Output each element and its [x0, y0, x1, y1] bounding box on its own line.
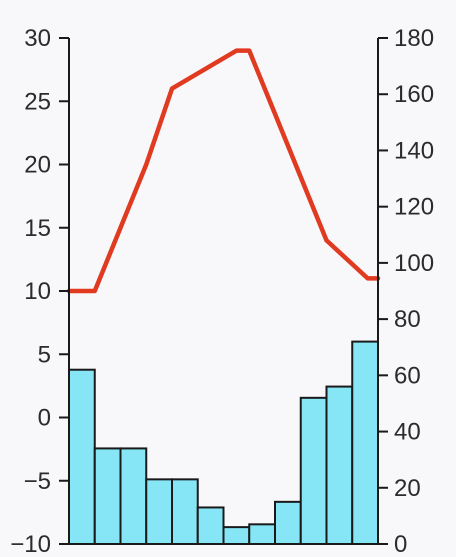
precip-bar-10 — [299, 396, 328, 546]
left-tick-label: 0 — [38, 405, 51, 432]
left-tick-label: 30 — [24, 25, 51, 52]
left-tick-label: 20 — [24, 152, 51, 179]
right-tick-label: 140 — [394, 137, 434, 164]
right-tick-label: 20 — [394, 475, 421, 502]
left-axis: 30 25 20 15 10 5 0 −5 −10 — [10, 25, 70, 557]
precip-bar-6 — [196, 506, 225, 546]
precip-bar-5 — [171, 478, 199, 546]
right-tick-label: 180 — [394, 25, 434, 52]
precip-bar-4 — [145, 478, 173, 546]
precip-bar-8 — [248, 523, 276, 545]
right-tick-label: 40 — [394, 419, 421, 446]
right-tick-label: 0 — [394, 531, 407, 557]
left-tick-label: 25 — [24, 88, 51, 115]
right-tick-label: 60 — [394, 362, 421, 389]
right-tick-label: 120 — [394, 194, 434, 221]
right-tick-label: 100 — [394, 250, 434, 277]
precip-bar-12 — [351, 340, 379, 545]
left-tick-label: −10 — [10, 531, 51, 557]
precip-bar-1 — [68, 368, 96, 546]
temperature-line-layer — [66, 48, 381, 294]
precip-bar-9 — [274, 500, 302, 546]
precip-bar-2 — [93, 447, 122, 545]
left-tick-label: −5 — [24, 468, 51, 495]
right-axis: 180 160 140 120 100 80 60 40 20 0 — [377, 25, 434, 557]
right-tick-label: 80 — [394, 306, 421, 333]
temperature-line — [66, 48, 381, 294]
precipitation-bars — [68, 340, 379, 546]
left-tick-label: 10 — [24, 278, 51, 305]
left-tick-label: 5 — [38, 341, 51, 368]
precip-bar-3 — [119, 447, 148, 545]
precip-bar-11 — [325, 385, 354, 546]
left-tick-label: 15 — [24, 215, 51, 242]
precip-bar-7 — [222, 526, 251, 546]
right-tick-label: 160 — [394, 81, 434, 108]
